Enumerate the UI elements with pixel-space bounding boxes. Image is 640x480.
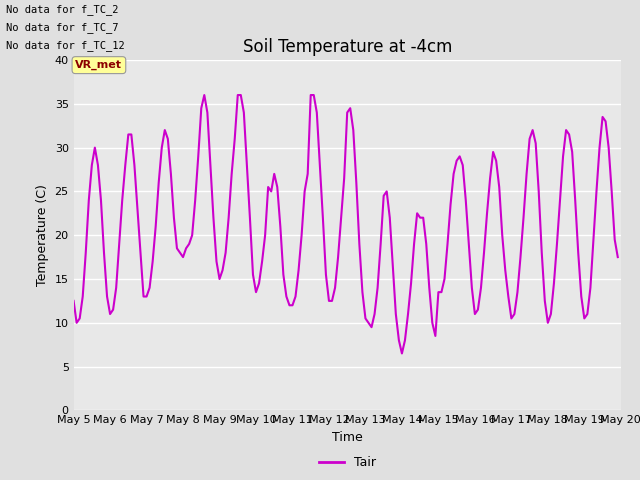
Title: Soil Temperature at -4cm: Soil Temperature at -4cm — [243, 37, 452, 56]
Y-axis label: Temperature (C): Temperature (C) — [36, 184, 49, 286]
Text: No data for f_TC_12: No data for f_TC_12 — [6, 40, 125, 51]
Text: No data for f_TC_7: No data for f_TC_7 — [6, 22, 119, 33]
Text: VR_met: VR_met — [76, 60, 122, 70]
X-axis label: Time: Time — [332, 431, 363, 444]
Text: No data for f_TC_2: No data for f_TC_2 — [6, 4, 119, 15]
Legend: Tair: Tair — [314, 451, 381, 474]
